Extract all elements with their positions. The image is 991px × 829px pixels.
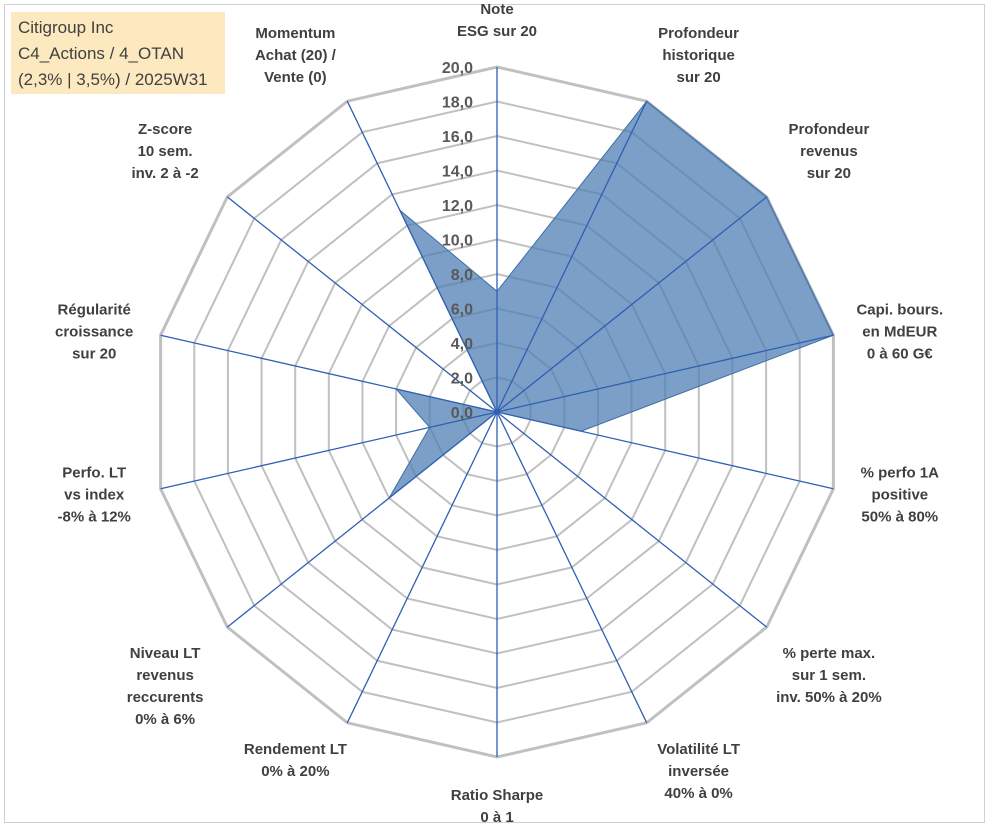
tick-label: 2,0: [451, 371, 473, 388]
axis-label-line: Niveau LT: [130, 645, 201, 662]
axis-spoke: [160, 334, 498, 413]
axis-label-line: croissance: [55, 323, 133, 340]
axis-label-line: Momentum: [255, 25, 335, 42]
axis-label-line: inv. 2 à -2: [131, 165, 198, 182]
axis-spoke: [226, 411, 498, 628]
axis-label-line: -8% à 12%: [58, 509, 131, 526]
axis-label: Niveau LT revenus reccurents 0% à 6%: [127, 645, 204, 728]
data-point: [399, 209, 401, 211]
axis-label-line: sur 20: [72, 345, 116, 362]
data-point: [580, 430, 582, 432]
axis-label-line: 0% à 20%: [261, 763, 329, 780]
axis-spoke: [226, 196, 498, 413]
axis-label: % perfo 1A positive 50% à 80%: [861, 465, 940, 526]
axis-label-line: Note: [480, 1, 513, 18]
axis-label-line: Vente (0): [264, 69, 327, 86]
axis-label-line: Régularité: [58, 301, 131, 318]
axis-label: Note ESG sur 20: [457, 1, 537, 40]
data-point: [388, 497, 390, 499]
tick-label: 4,0: [451, 336, 473, 353]
axis-label-line: 50% à 80%: [861, 509, 938, 526]
axis-label-line: sur 20: [676, 69, 720, 86]
tick-label: 10,0: [442, 233, 473, 250]
axis-label-line: Profondeur: [788, 121, 869, 138]
tick-label: 14,0: [442, 164, 473, 181]
data-point: [429, 426, 431, 428]
axis-spoke: [346, 411, 498, 724]
axis-label-line: Perfo. LT: [62, 465, 126, 482]
axis-label: Profondeur revenus sur 20: [788, 121, 869, 182]
axis-label-line: % perfo 1A: [861, 465, 940, 482]
axis-label: Z-score 10 sem. inv. 2 à -2: [131, 121, 198, 182]
tick-label: 18,0: [442, 95, 473, 112]
axis-label: Perfo. LT vs index -8% à 12%: [58, 465, 131, 526]
axis-label-line: Capi. bours.: [856, 301, 943, 318]
axis-label-line: Rendement LT: [244, 741, 347, 758]
axis-label-line: inversée: [668, 763, 729, 780]
axis-spoke: [160, 411, 498, 490]
axis-label-line: 40% à 0%: [664, 785, 732, 802]
axis-label-line: sur 20: [807, 165, 851, 182]
axis-label-line: 0% à 6%: [135, 711, 195, 728]
axis-label-line: Volatilité LT: [657, 741, 740, 758]
tick-label: 6,0: [451, 302, 473, 319]
axis-label: Momentum Achat (20) / Vente (0): [255, 25, 337, 86]
axis-spoke: [496, 411, 768, 628]
axis-label-line: vs index: [64, 487, 125, 504]
data-point: [646, 100, 648, 102]
axis-label-line: inv. 50% à 20%: [776, 689, 882, 706]
axis-label-line: historique: [662, 47, 735, 64]
info-params: (2,3% | 3,5%) / 2025W31: [18, 70, 208, 89]
info-box: Citigroup Inc C4_Actions / 4_OTAN (2,3% …: [11, 12, 225, 94]
axis-spoke: [496, 334, 834, 413]
data-point: [496, 290, 498, 292]
axis-label-line: sur 1 sem.: [792, 667, 866, 684]
data-point: [766, 196, 768, 198]
tick-label: 0,0: [451, 405, 473, 422]
axis-label-line: 0 à 1: [480, 809, 513, 826]
axis-spoke: [496, 100, 648, 413]
data-point: [832, 334, 834, 336]
axis-label-line: revenus: [136, 667, 194, 684]
axis-label: % perte max. sur 1 sem. inv. 50% à 20%: [776, 645, 882, 706]
axis-label-line: ESG sur 20: [457, 23, 537, 40]
axis-label-line: Achat (20) /: [255, 47, 337, 64]
axis-spoke: [496, 411, 834, 490]
axis-label-line: positive: [871, 487, 928, 504]
axis-spoke: [496, 196, 768, 413]
info-company: Citigroup Inc: [18, 18, 114, 37]
axis-label-line: Profondeur: [658, 25, 739, 42]
axis-label: Profondeur historique sur 20: [658, 25, 739, 86]
info-category: C4_Actions / 4_OTAN: [18, 44, 184, 63]
axis-label: Rendement LT 0% à 20%: [244, 741, 347, 780]
axis-spoke: [346, 100, 498, 413]
chart-frame: [4, 4, 985, 823]
tick-label: 8,0: [451, 267, 473, 284]
axis-spoke: [496, 411, 648, 724]
axis-label: Ratio Sharpe 0 à 1: [451, 787, 544, 826]
axis-label-line: revenus: [800, 143, 858, 160]
axis-label: Capi. bours. en MdEUR 0 à 60 G€: [856, 301, 943, 362]
data-point: [395, 388, 397, 390]
axis-label-line: Ratio Sharpe: [451, 787, 544, 804]
tick-label: 16,0: [442, 129, 473, 146]
axis-label: Régularité croissance sur 20: [55, 301, 133, 362]
axis-label: Volatilité LT inversée 40% à 0%: [657, 741, 740, 802]
axis-label-line: % perte max.: [783, 645, 876, 662]
axis-label-line: en MdEUR: [862, 323, 937, 340]
tick-label: 12,0: [442, 198, 473, 215]
axis-label-line: 0 à 60 G€: [867, 345, 934, 362]
axis-label-line: reccurents: [127, 689, 204, 706]
data-point: [496, 411, 498, 413]
tick-label: 20,0: [442, 60, 473, 77]
axis-label-line: Z-score: [138, 121, 192, 138]
axis-label-line: 10 sem.: [138, 143, 193, 160]
